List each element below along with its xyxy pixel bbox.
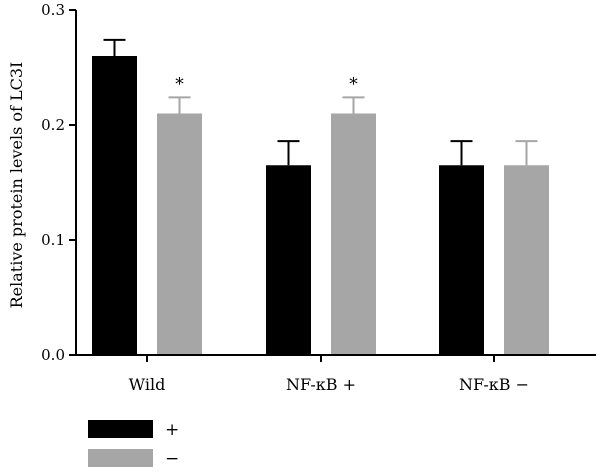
category-label: NF-κB + bbox=[286, 375, 356, 394]
bars-layer: * * bbox=[92, 38, 549, 355]
bar-minus-0 bbox=[157, 113, 202, 355]
y-axis-label: Relative protein levels of LC3I bbox=[7, 62, 26, 309]
bar-plus-1 bbox=[266, 165, 311, 355]
legend-label-minus: − bbox=[165, 449, 179, 469]
significance-marker: * bbox=[175, 74, 184, 94]
legend-swatch-minus bbox=[88, 449, 153, 467]
x-axis: Wild NF-κB + NF-κB − bbox=[75, 354, 596, 394]
y-tick-label: 0.2 bbox=[41, 116, 65, 134]
significance-marker: * bbox=[349, 74, 358, 94]
legend-swatch-plus bbox=[88, 420, 153, 438]
bar-plus-0 bbox=[92, 56, 137, 355]
legend: +− bbox=[88, 420, 179, 469]
y-tick-label: 0.1 bbox=[41, 231, 65, 249]
bar-plus-2 bbox=[439, 165, 484, 355]
category-label: NF-κB − bbox=[459, 375, 529, 394]
legend-label-plus: + bbox=[165, 420, 179, 440]
bar-minus-1 bbox=[331, 113, 376, 355]
category-label: Wild bbox=[129, 375, 166, 394]
y-tick-label: 0.0 bbox=[41, 346, 65, 364]
bar-minus-2 bbox=[504, 165, 549, 355]
y-axis: 0.0 0.1 0.2 0.3 bbox=[41, 1, 77, 364]
y-tick-label: 0.3 bbox=[41, 1, 65, 19]
